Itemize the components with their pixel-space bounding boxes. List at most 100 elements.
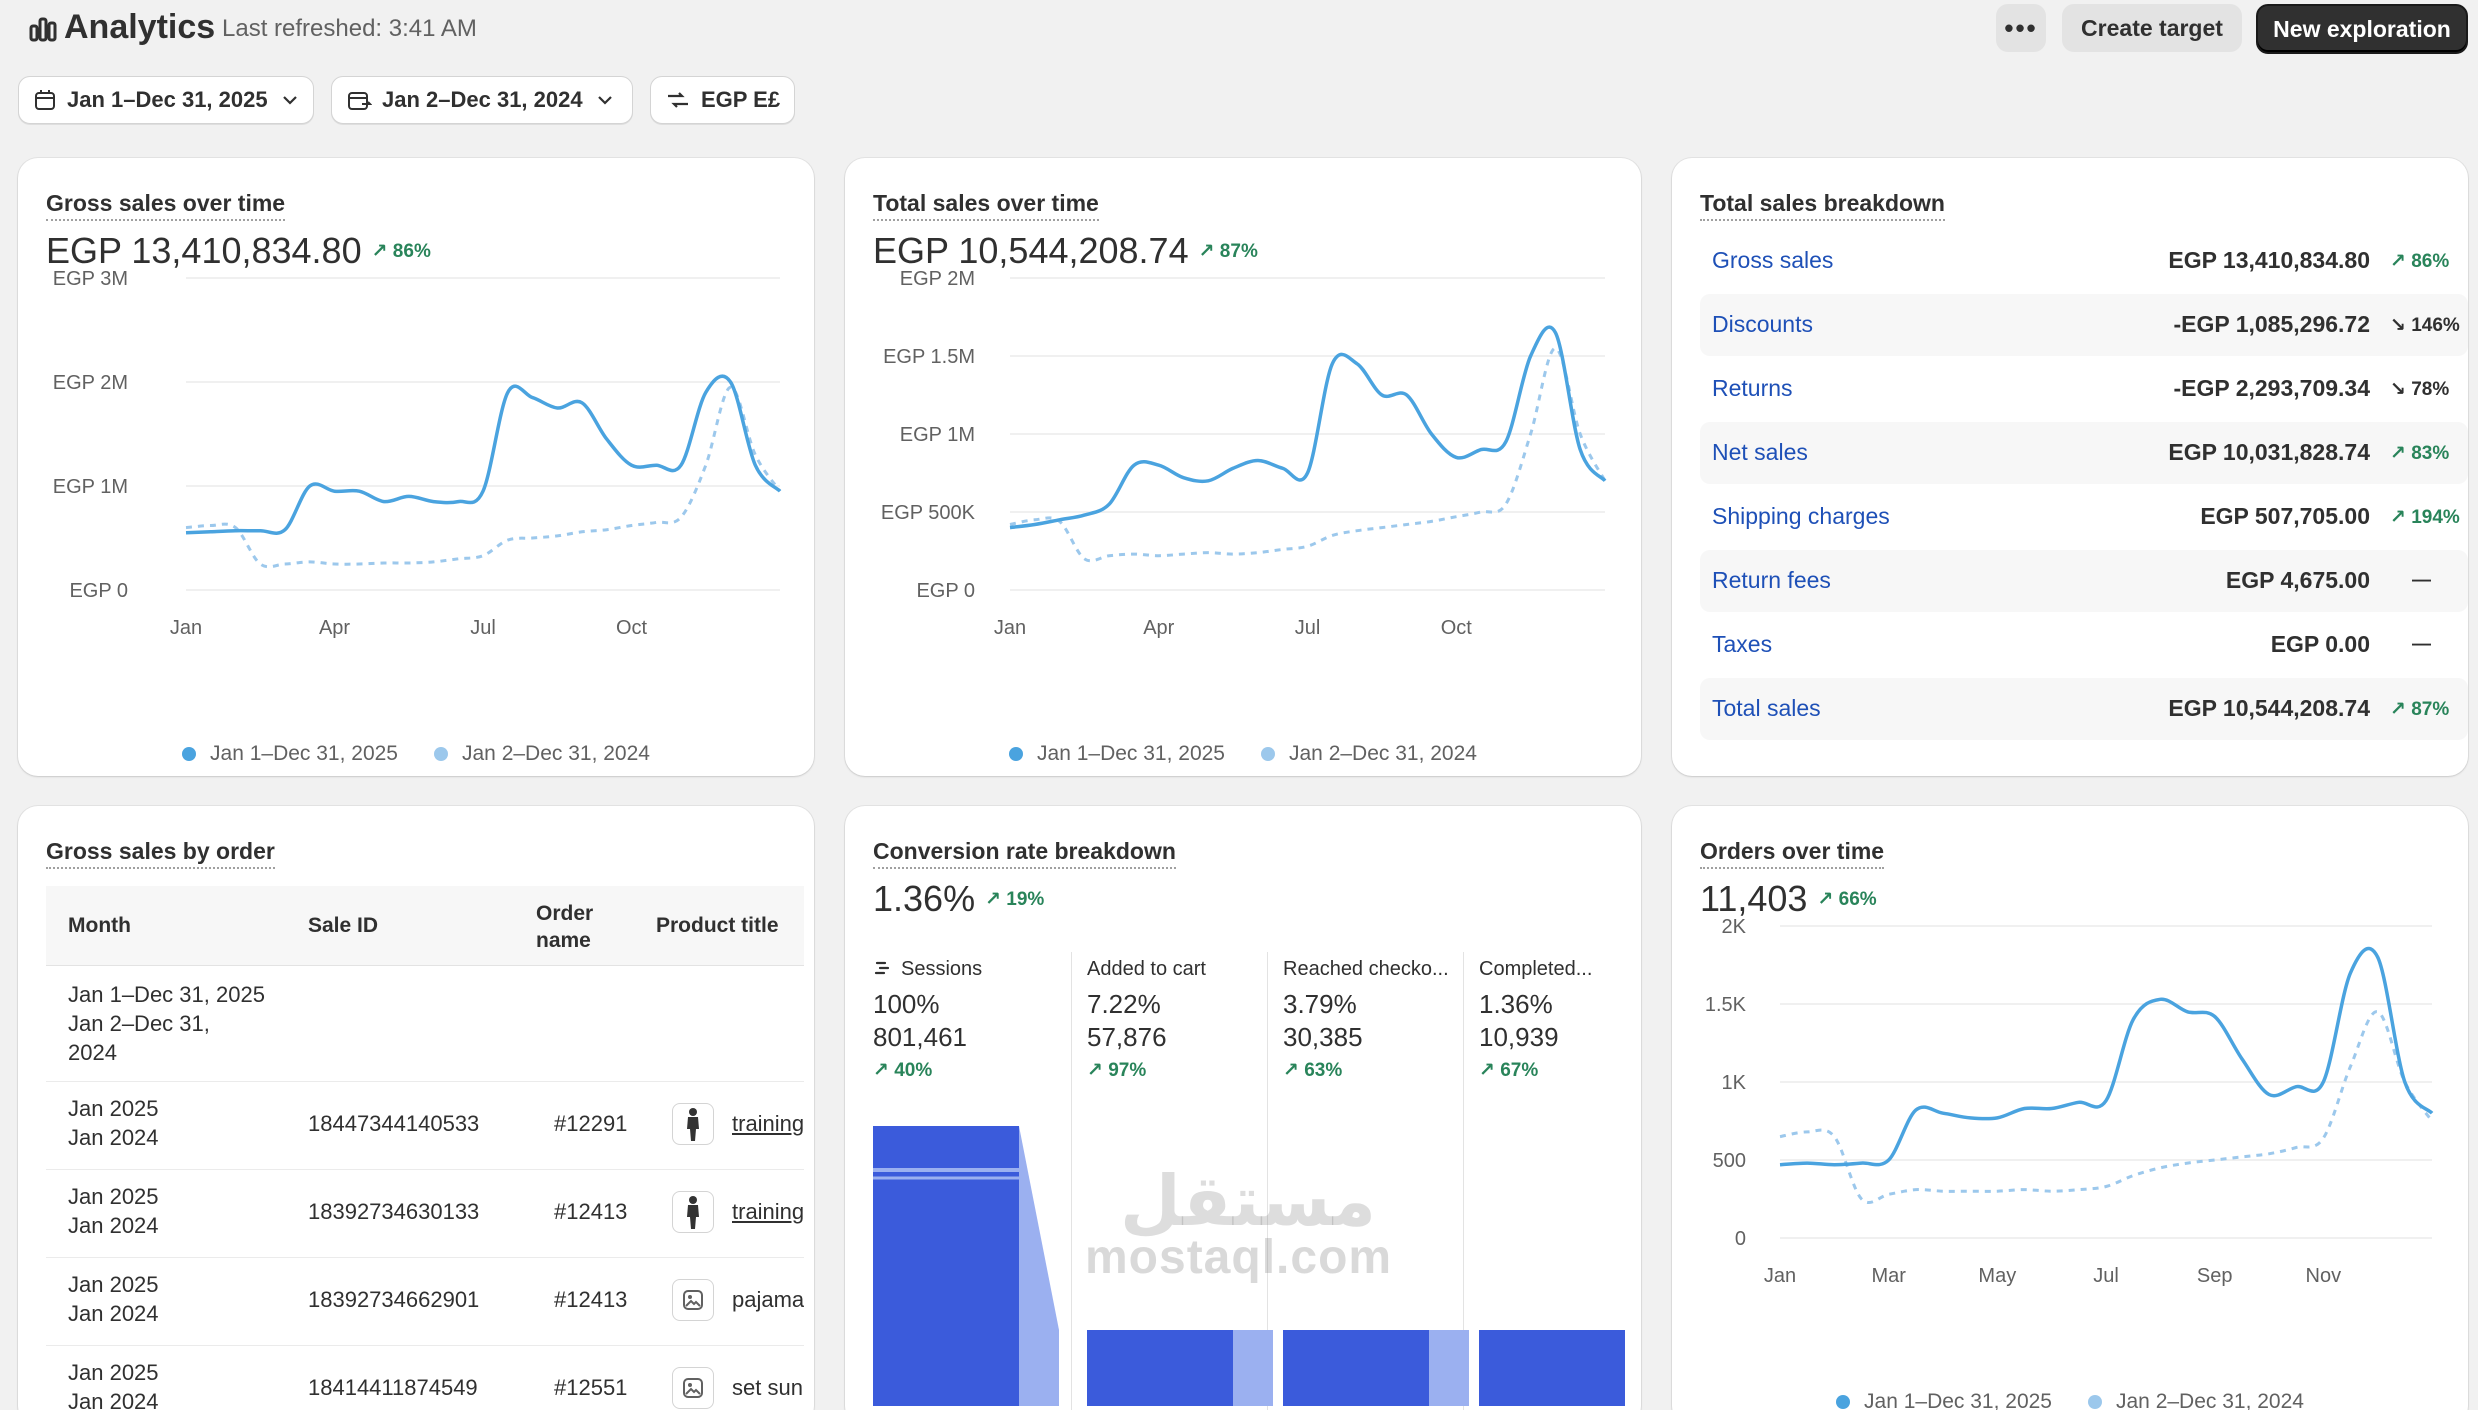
currency-picker[interactable]: EGP E£ — [650, 76, 795, 124]
summary-row: Jan 1–Dec 31, 2025 Jan 2–Dec 31, 2024 — [46, 966, 804, 1082]
create-target-button[interactable]: Create target — [2062, 4, 2242, 52]
summary-current-range: Jan 1–Dec 31, 2025 — [68, 982, 265, 1007]
breakdown-label[interactable]: Discounts — [1712, 311, 1813, 337]
funnel-bar[interactable] — [1479, 1330, 1625, 1406]
more-actions-button[interactable]: ••• — [1996, 4, 2046, 52]
product-title-cell: set sun — [732, 1375, 803, 1400]
step-count: 801,461 — [873, 1022, 967, 1052]
summary-comparison-year: 2024 — [68, 1040, 117, 1065]
watermark: mostaql.com — [1085, 1231, 1393, 1284]
funnel-dropoff — [1019, 1126, 1059, 1406]
funnel-bar[interactable] — [1283, 1330, 1429, 1406]
series-line-current[interactable] — [1009, 325, 1607, 530]
conversion-funnel-chart[interactable] — [845, 1106, 1641, 1410]
x-tick-label: Apr — [1143, 617, 1174, 639]
step-percent: 1.36% — [1479, 989, 1553, 1019]
legend-item-current[interactable]: Jan 1–Dec 31, 2025 — [182, 742, 398, 766]
legend-item-comparison[interactable]: Jan 2–Dec 31, 2024 — [2088, 1390, 2304, 1410]
funnel-divider — [1267, 952, 1268, 1410]
series-line-current[interactable] — [185, 374, 782, 535]
y-tick-label: EGP 0 — [69, 580, 128, 602]
order-name-cell: #12551 — [554, 1375, 628, 1400]
funnel-step[interactable]: Added to cart 7.22% 57,876 ↗ 97% — [1087, 958, 1206, 1082]
card-title[interactable]: Total sales breakdown — [1700, 190, 1945, 221]
page-title: Analytics — [64, 8, 216, 46]
month-cell: Jan 2025 — [68, 1184, 159, 1209]
card-title[interactable]: Total sales over time — [873, 190, 1099, 221]
breakdown-label[interactable]: Shipping charges — [1712, 503, 1890, 529]
funnel-step[interactable]: Completed... 1.36% 10,939 ↗ 67% — [1479, 958, 1592, 1082]
orders-over-time-card[interactable]: Orders over time 11,403 ↗ 66% 2K 1.5K 1K 500… — [1672, 806, 2468, 1410]
gross-sales-by-order-card[interactable]: Gross sales by order Month Sale ID Order… — [18, 806, 814, 1410]
chevron-down-icon — [282, 96, 297, 105]
column-header-order-name[interactable]: Order name — [536, 902, 594, 952]
column-header-month[interactable]: Month — [68, 914, 131, 937]
orders-line-chart[interactable]: 2K 1.5K 1K 500 0 Jan Mar May Jul Sep Nov — [1672, 806, 2468, 1336]
bar-chart-icon — [29, 17, 57, 42]
y-tick-label: 500 — [1713, 1150, 1746, 1172]
legend-item-current[interactable]: Jan 1–Dec 31, 2025 — [1836, 1390, 2052, 1410]
breakdown-label[interactable]: Taxes — [1712, 631, 1773, 657]
table-row[interactable]: Jan 2025 Jan 2024 18414411874549 #12551 set … — [46, 1346, 804, 1410]
breakdown-label[interactable]: Total sales — [1712, 695, 1821, 721]
total-sales-line-chart[interactable]: EGP 2M EGP 1.5M EGP 1M EGP 500K EGP 0 Jan Apr J… — [845, 158, 1641, 688]
card-title[interactable]: Orders over time — [1700, 838, 1885, 869]
chart-legend: Jan 1–Dec 31, 2025 Jan 2–Dec 31, 2024 — [845, 742, 1641, 766]
breakdown-delta: — — [2412, 570, 2431, 591]
breakdown-value: EGP 0.00 — [2270, 631, 2370, 657]
table-row[interactable]: Jan 2025 Jan 2024 18447344140533 #12291 trai… — [46, 1082, 804, 1170]
card-title[interactable]: Gross sales over time — [46, 190, 286, 221]
product-title-cell[interactable]: training — [732, 1111, 804, 1136]
card-title[interactable]: Conversion rate breakdown — [873, 838, 1176, 869]
table-header: Month Sale ID Order name Product title — [46, 886, 804, 966]
month-prev-cell: Jan 2024 — [68, 1301, 159, 1326]
x-tick-label: Jan — [1764, 1265, 1796, 1287]
series-line-comparison[interactable] — [1779, 1010, 2434, 1205]
breakdown-value: EGP 13,410,834.80 — [2168, 247, 2370, 273]
compare-range-picker[interactable]: Jan 2–Dec 31, 2024 — [331, 76, 633, 124]
breakdown-value: EGP 507,705.00 — [2200, 503, 2370, 529]
card-title[interactable]: Gross sales by order — [46, 838, 275, 869]
product-title-cell[interactable]: training — [732, 1199, 804, 1224]
breakdown-label[interactable]: Gross sales — [1712, 247, 1834, 273]
breakdown-row: Discounts -EGP 1,085,296.72 ↘ 146% — [1700, 294, 2468, 356]
series-line-comparison[interactable] — [185, 385, 782, 569]
delta-badge: ↗ 87% — [1198, 241, 1258, 262]
order-name-cell: #12291 — [554, 1111, 628, 1136]
new-exploration-button[interactable]: New exploration — [2256, 4, 2468, 54]
funnel-bar[interactable] — [1087, 1330, 1233, 1406]
breakdown-label[interactable]: Net sales — [1712, 439, 1808, 465]
funnel-step[interactable]: Sessions 100% 801,461 ↗ 40% — [873, 958, 982, 1082]
legend-item-comparison[interactable]: Jan 2–Dec 31, 2024 — [434, 742, 650, 766]
top-bar: Analytics Last refreshed: 3:41 AM ••• Cr… — [0, 0, 2478, 58]
x-tick-label: Jan — [170, 617, 202, 639]
funnel-step[interactable]: Reached checko... 3.79% 30,385 ↗ 63% — [1283, 958, 1449, 1082]
sales-breakdown-card[interactable]: Total sales breakdown Gross sales EGP 13,… — [1672, 158, 2468, 776]
conversion-rate-card[interactable]: Conversion rate breakdown 1.36% ↗ 19% Ses… — [845, 806, 1641, 1410]
table-row[interactable]: Jan 2025 Jan 2024 18392734630133 #12413 trai… — [46, 1170, 804, 1258]
column-header-product-title[interactable]: Product title — [656, 914, 779, 937]
gross-sales-card[interactable]: Gross sales over time EGP 13,410,834.80 ↗… — [18, 158, 814, 776]
legend-item-current[interactable]: Jan 1–Dec 31, 2025 — [1009, 742, 1225, 766]
x-tick-label: Jul — [470, 617, 496, 639]
table-row[interactable]: Jan 2025 Jan 2024 18392734662901 #12413 paja… — [46, 1258, 804, 1346]
legend-item-comparison[interactable]: Jan 2–Dec 31, 2024 — [1261, 742, 1477, 766]
series-line-comparison[interactable] — [1009, 346, 1607, 563]
currency-exchange-icon — [668, 92, 688, 108]
calendar-icon — [35, 90, 55, 110]
sale-id-cell: 18392734662901 — [308, 1287, 480, 1312]
y-tick-label: 0 — [1735, 1228, 1746, 1250]
column-header-sale-id[interactable]: Sale ID — [308, 914, 379, 937]
last-refreshed-text: Last refreshed: 3:41 AM — [222, 15, 477, 42]
total-sales-card[interactable]: Total sales over time EGP 10,544,208.74 ↗… — [845, 158, 1641, 776]
breakdown-label[interactable]: Return fees — [1712, 567, 1831, 593]
funnel-bar[interactable] — [873, 1126, 1019, 1406]
breakdown-row: Return fees EGP 4,675.00 — — [1700, 550, 2468, 612]
gross-sales-line-chart[interactable]: EGP 3M EGP 2M EGP 1M EGP 0 Jan Apr Jul Oct — [18, 158, 814, 688]
breakdown-label[interactable]: Returns — [1712, 375, 1793, 401]
date-range-picker[interactable]: Jan 1–Dec 31, 2025 — [18, 76, 314, 124]
month-prev-cell: Jan 2024 — [68, 1213, 159, 1238]
month-cell: Jan 2025 — [68, 1360, 159, 1385]
series-line-current[interactable] — [1779, 946, 2434, 1167]
product-title-cell: pajama — [732, 1287, 804, 1312]
